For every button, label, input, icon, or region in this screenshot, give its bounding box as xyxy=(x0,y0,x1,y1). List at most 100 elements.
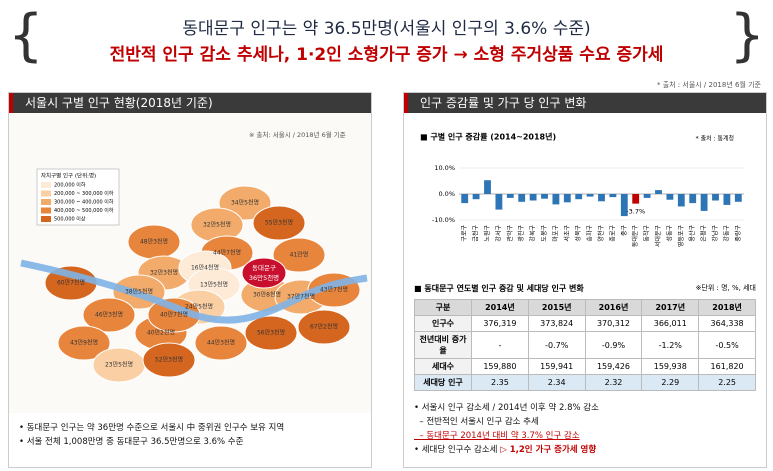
table-row: 세대당 인구 2.35 2.34 2.32 2.29 2.25 xyxy=(414,374,756,391)
panel-title: 인구 증감률 및 가구 당 인구 변화 xyxy=(404,93,766,113)
x-tick-label: 강북구 xyxy=(529,225,537,242)
table-cell: 2.32 xyxy=(584,374,643,391)
bar xyxy=(677,194,685,207)
river xyxy=(20,259,368,324)
bullet-text: • 세대당 인구수 감소세 xyxy=(414,445,501,455)
chart-source: * 출처 : 통계청 xyxy=(696,135,734,143)
table-cell: - xyxy=(471,331,529,359)
bar xyxy=(643,194,651,198)
y-tick-label: -10.0% xyxy=(432,216,455,224)
table-cell: -0.9% xyxy=(584,331,643,359)
legend-swatch xyxy=(41,207,51,214)
x-tick-label: 노원구 xyxy=(483,225,491,242)
table-cell: 370,312 xyxy=(584,315,643,332)
subheadline: 전반적 인구 감소 추세나, 1·2인 소형가구 증가 → 소형 주거상품 수요… xyxy=(109,45,664,65)
left-panel: 서울시 구별 인구 현황(2018년 기준) ※ 출처: 서울시 / 2018년… xyxy=(8,92,372,468)
highlight-name: 동대문구 xyxy=(252,264,276,272)
bar xyxy=(484,180,491,194)
bar xyxy=(541,194,548,199)
right-panel: 인구 증감률 및 가구 당 인구 변화 ■ 구별 인구 증감률 (2014~20… xyxy=(403,92,767,468)
x-tick-label: 광진구 xyxy=(517,225,525,242)
table-header: 2014년 xyxy=(471,299,529,316)
bullet: – 전반적인 서울시 인구 감소 추세 xyxy=(414,415,756,429)
x-tick-label: 종로구 xyxy=(609,225,616,242)
table-header: 구분 xyxy=(414,299,472,316)
district-label: 40만7천명 xyxy=(160,311,188,319)
district-label: 67만2천명 xyxy=(310,323,338,331)
district-label: 30만8천명 xyxy=(253,291,281,299)
district-label: 55만3천명 xyxy=(265,219,293,227)
bullet-text: ▷ 1,2인 가구 증가세 영향 xyxy=(500,445,597,455)
district xyxy=(244,315,298,351)
table-header: 2017년 xyxy=(641,299,700,316)
x-tick-label: 마포구 xyxy=(551,225,559,242)
bar xyxy=(506,194,514,198)
district-label: 23만5천명 xyxy=(105,361,133,369)
district xyxy=(82,297,136,333)
district-label: 41만명 xyxy=(290,251,309,259)
legend-label: 400,000 ~ 500,000 이하 xyxy=(54,207,114,214)
district xyxy=(252,205,306,241)
table-row: 인구수 376,319 373,824 370,312 366,011 364,338 xyxy=(414,315,756,332)
bullet: – 동대문구 2014년 대비 약 3.7% 인구 감소 xyxy=(414,429,756,443)
legend-label: 200,000 ~ 300,000 이하 xyxy=(54,190,114,197)
x-tick-label: 영등포구 xyxy=(677,225,685,248)
legend-swatch xyxy=(41,199,51,205)
table-row: 전년대비 증가율 - -0.7% -0.9% -1.2% -0.5% xyxy=(414,331,756,359)
legend-swatch xyxy=(41,182,51,188)
district xyxy=(272,237,326,273)
table-cell: 366,011 xyxy=(641,315,700,332)
bar xyxy=(495,194,503,210)
bullet-text: • 서울시 인구 감소세 / 2014년 이후 약 2.8% 감소 xyxy=(414,403,599,413)
bar xyxy=(700,194,708,211)
bar xyxy=(689,194,697,204)
bar xyxy=(529,194,537,201)
table-unit: ※단위 : 명, %, 세대 xyxy=(695,284,756,292)
table-cell: 2.34 xyxy=(527,374,586,391)
table-cell: -0.7% xyxy=(527,331,586,359)
x-tick-label: 강서구 xyxy=(494,225,502,242)
table-cell: 159,880 xyxy=(471,358,529,375)
table-header: 2015년 xyxy=(527,299,586,316)
table-cell: 161,820 xyxy=(698,358,756,375)
district-highlight xyxy=(241,257,287,289)
district-label: 44만7천명 xyxy=(213,249,241,257)
table-header-row: 구분 2014년 2015년 2016년 2017년 2018년 xyxy=(414,299,756,316)
x-tick-label: 관악구 xyxy=(506,225,514,242)
x-tick-label: 성북구 xyxy=(574,225,582,242)
bar xyxy=(734,194,742,202)
bar xyxy=(655,190,662,194)
district-label: 34만5천명 xyxy=(231,199,259,207)
map-source: ※ 출처: 서울시 / 2018년 6월 기준 xyxy=(249,130,346,139)
value-label: -3.7% xyxy=(626,208,645,216)
bar xyxy=(723,194,731,205)
x-tick-label: 도봉구 xyxy=(540,225,548,242)
y-tick-label: 10.0% xyxy=(434,164,455,172)
chart-title: ■ 구별 인구 증감률 (2014~2018년) xyxy=(420,132,556,142)
legend-box xyxy=(36,168,120,226)
table-cell: 159,938 xyxy=(641,358,700,375)
district-label: 60만7천명 xyxy=(57,279,85,287)
legend-label: 200,000 이하 xyxy=(54,182,86,189)
bar xyxy=(666,194,674,200)
x-tick-label: 강남구 xyxy=(711,225,719,242)
table-cell: -0.5% xyxy=(698,331,756,359)
x-tick-label: 중구 xyxy=(621,225,628,237)
district xyxy=(297,309,351,345)
x-tick-label: 송파구 xyxy=(586,225,594,242)
bullet: • 서울시 인구 감소세 / 2014년 이후 약 2.8% 감소 xyxy=(414,401,756,415)
row-header: 세대수 xyxy=(414,358,472,375)
x-tick-label: 용산구 xyxy=(688,225,696,242)
bullets: • 동대문구 인구는 약 36만명 수준으로 서울시 中 중위권 인구수 보유 … xyxy=(9,413,371,457)
x-tick-label: 구로구 xyxy=(461,225,468,242)
district-label: 52만3천명 xyxy=(155,356,183,364)
legend-swatch xyxy=(41,216,51,222)
table-header: 2018년 xyxy=(698,299,756,316)
district-label: 43만9천명 xyxy=(70,339,98,347)
x-tick-label: 서초구 xyxy=(563,225,571,242)
bar xyxy=(472,194,480,200)
bullets: • 서울시 인구 감소세 / 2014년 이후 약 2.8% 감소 – 전반적인… xyxy=(404,393,766,465)
bar xyxy=(552,194,560,205)
y-tick-label: 0.0% xyxy=(438,190,455,198)
